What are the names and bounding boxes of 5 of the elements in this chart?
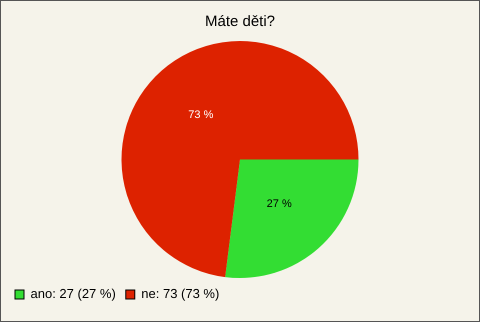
chart-title: Máte děti?	[204, 13, 276, 30]
data-label: 27 %	[266, 198, 292, 210]
data-label: 73 %	[188, 109, 214, 122]
legend-label: ano: 27 (27 %)	[30, 286, 116, 302]
legend-label: ne: 73 (73 %)	[141, 286, 220, 302]
